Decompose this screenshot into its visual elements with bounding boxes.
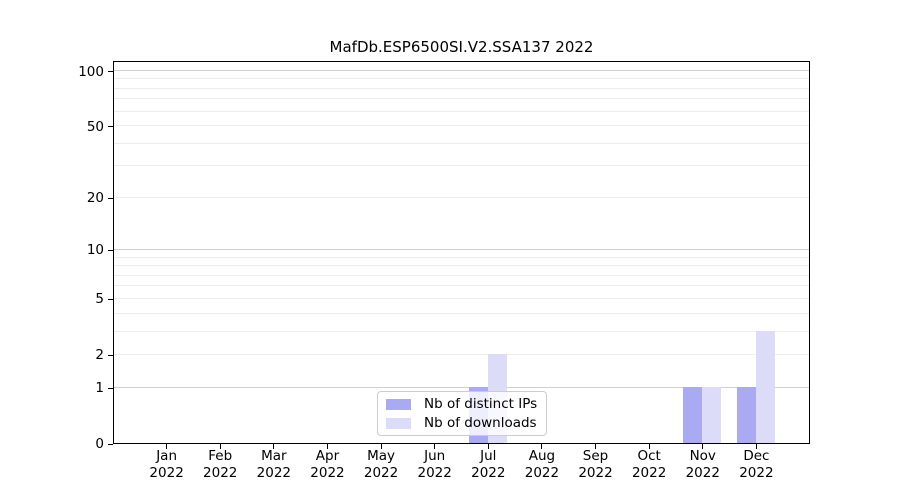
gridline-minor [114, 297, 809, 299]
x-tick-year: 2022 [685, 465, 720, 481]
x-tick-label-may: May 2022 [353, 448, 409, 482]
gridline-minor [114, 256, 809, 258]
x-tick-year: 2022 [739, 465, 774, 481]
bar-nb-of-distinct-ips-nov [683, 387, 703, 443]
y-tick-mark [108, 71, 113, 72]
gridline-minor [114, 78, 809, 80]
x-tick-mark [595, 444, 597, 449]
legend-row-nb-of-downloads: Nb of downloads [386, 415, 546, 431]
bar-nb-of-downloads-dec [755, 331, 775, 443]
x-tick-mark [541, 444, 543, 449]
x-tick-month: Apr [315, 448, 340, 464]
x-tick-label-feb: Feb 2022 [192, 448, 248, 482]
x-tick-year: 2022 [578, 465, 613, 481]
x-tick-month: Mar [261, 448, 287, 464]
x-tick-mark [219, 444, 221, 449]
x-tick-month: Sep [582, 448, 609, 464]
x-tick-mark [326, 444, 328, 449]
x-tick-mark [648, 444, 650, 449]
gridline-minor [114, 353, 809, 355]
x-tick-month: Jan [156, 448, 178, 464]
y-tick-label: 0 [95, 436, 104, 452]
gridline-minor [114, 196, 809, 198]
x-tick-year: 2022 [149, 465, 184, 481]
x-tick-year: 2022 [310, 465, 345, 481]
y-tick-mark [108, 354, 113, 356]
x-tick-month: Jun [424, 448, 446, 464]
x-tick-label-sep: Sep 2022 [568, 448, 624, 482]
x-tick-month: Aug [528, 448, 556, 464]
nb-of-downloads-swatch [386, 417, 411, 429]
x-tick-label-mar: Mar 2022 [246, 448, 302, 482]
x-tick-label-apr: Apr 2022 [299, 448, 355, 482]
x-tick-month: May [367, 448, 396, 464]
x-tick-mark [755, 444, 757, 449]
x-tick-year: 2022 [203, 465, 238, 481]
bar-nb-of-downloads-nov [702, 387, 722, 443]
gridline-minor [114, 274, 809, 276]
chart-title: MafDb.ESP6500SI.V2.SSA137 2022 [329, 38, 594, 56]
x-tick-label-aug: Aug 2022 [514, 448, 570, 482]
y-tick-label: 10 [86, 242, 104, 259]
x-tick-month: Dec [743, 448, 770, 464]
x-tick-month: Nov [689, 448, 716, 464]
y-tick-mark [108, 443, 113, 445]
x-tick-year: 2022 [363, 465, 399, 481]
gridline-minor [114, 98, 809, 100]
gridline-minor [114, 265, 809, 267]
legend-label-nb-of-distinct-ips: Nb of distinct IPs [424, 396, 538, 412]
gridline-major [114, 70, 809, 71]
x-tick-year: 2022 [256, 465, 292, 481]
gridline-minor [114, 125, 809, 127]
x-tick-mark [380, 444, 382, 449]
x-tick-mark [702, 444, 704, 449]
bar-nb-of-distinct-ips-dec [736, 387, 756, 443]
x-tick-label-dec: Dec 2022 [728, 448, 784, 482]
legend-label-nb-of-downloads: Nb of downloads [424, 415, 537, 431]
gridline-minor [114, 87, 809, 89]
x-tick-mark [434, 444, 436, 449]
gridline-major [114, 386, 809, 388]
x-tick-label-jan: Jan 2022 [139, 448, 195, 482]
plot-area [113, 61, 810, 444]
x-tick-year: 2022 [417, 465, 452, 481]
y-tick-mark [108, 298, 113, 300]
gridline-minor [114, 142, 809, 144]
x-tick-mark [487, 444, 489, 449]
x-tick-label-nov: Nov 2022 [675, 448, 731, 482]
y-tick-mark [108, 249, 113, 251]
x-tick-mark [273, 444, 275, 449]
x-tick-mark [166, 444, 168, 449]
legend-row-nb-of-distinct-ips: Nb of distinct IPs [386, 396, 546, 412]
gridline-minor [114, 110, 809, 112]
y-tick-label: 100 [78, 63, 104, 80]
y-tick-mark [108, 126, 113, 128]
legend: Nb of distinct IPs Nb of downloads [377, 391, 547, 436]
x-tick-label-jun: Jun 2022 [407, 448, 463, 482]
y-tick-label: 2 [95, 347, 104, 364]
nb-of-distinct-ips-swatch [386, 398, 411, 410]
y-tick-mark [108, 387, 113, 389]
x-tick-label-jul: Jul 2022 [460, 448, 516, 482]
gridline-minor [114, 285, 809, 287]
y-tick-mark [108, 197, 113, 199]
y-tick-label: 20 [86, 190, 104, 207]
x-tick-year: 2022 [471, 465, 506, 481]
x-tick-month: Jul [480, 448, 497, 464]
gridline-minor [114, 330, 809, 332]
y-tick-label: 1 [95, 380, 104, 397]
x-tick-label-oct: Oct 2022 [621, 448, 677, 482]
x-tick-year: 2022 [631, 465, 667, 481]
x-tick-year: 2022 [524, 465, 560, 481]
y-tick-label: 5 [95, 291, 104, 308]
gridline-minor [114, 312, 809, 314]
gridline-major [114, 248, 809, 250]
x-tick-month: Oct [637, 448, 661, 464]
gridline-minor [114, 165, 809, 167]
x-tick-month: Feb [208, 448, 233, 464]
y-tick-label: 50 [86, 118, 104, 135]
